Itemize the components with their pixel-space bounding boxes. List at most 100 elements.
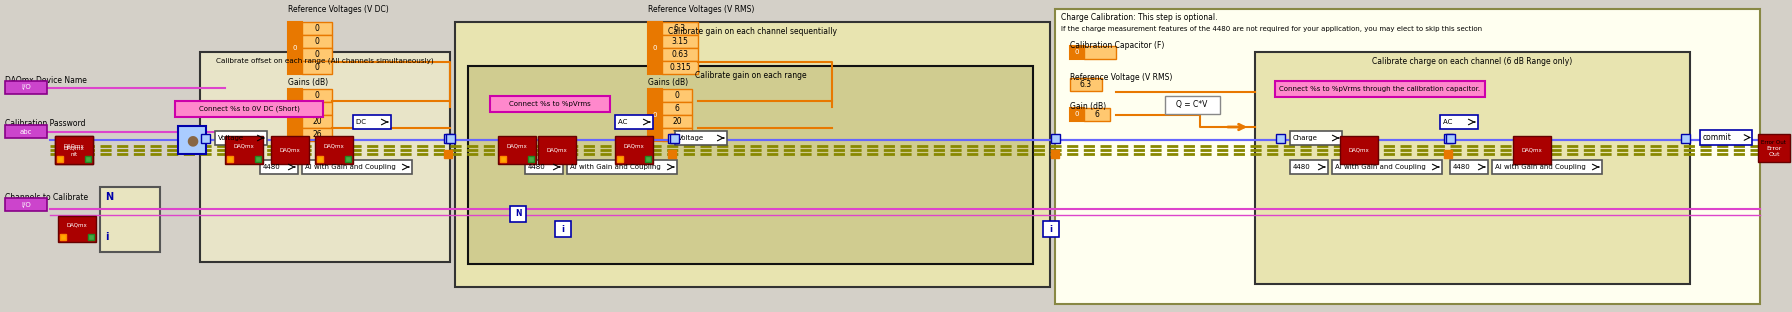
Bar: [1450, 160, 1487, 174]
Bar: [57, 216, 97, 242]
Bar: [5, 81, 47, 94]
Bar: [1290, 160, 1328, 174]
Text: 4480: 4480: [263, 164, 281, 170]
Bar: [498, 136, 536, 164]
Bar: [228, 156, 233, 162]
Text: Calibrate gain on each channel sequentially: Calibrate gain on each channel sequentia…: [668, 27, 837, 36]
Text: 0: 0: [674, 91, 679, 100]
Text: DC: DC: [357, 119, 371, 125]
Text: 0: 0: [292, 45, 297, 51]
Bar: [446, 134, 455, 143]
Bar: [556, 221, 572, 237]
Bar: [215, 131, 267, 145]
Bar: [566, 160, 677, 174]
Bar: [1084, 46, 1116, 59]
Bar: [201, 134, 210, 143]
Text: Q = C*V: Q = C*V: [1176, 100, 1208, 110]
Text: Charge Calibration: This step is optional.: Charge Calibration: This step is optiona…: [1061, 12, 1217, 22]
Bar: [317, 156, 323, 162]
Text: DAQmx: DAQmx: [507, 143, 527, 148]
Text: abc: abc: [20, 129, 32, 134]
Bar: [57, 156, 63, 162]
Text: Charge: Charge: [1294, 135, 1317, 141]
Bar: [226, 136, 263, 164]
Text: 0: 0: [292, 112, 297, 118]
Text: AI with Gain and Coupling: AI with Gain and Coupling: [1335, 164, 1426, 170]
Bar: [444, 150, 452, 158]
Bar: [59, 234, 66, 240]
Text: nit: nit: [70, 153, 77, 158]
Bar: [1276, 134, 1285, 143]
Text: ●: ●: [186, 133, 199, 147]
Text: DAQmx: DAQmx: [65, 145, 84, 150]
Bar: [661, 22, 699, 35]
Bar: [100, 187, 159, 252]
Text: N: N: [514, 209, 521, 218]
Bar: [1165, 96, 1220, 114]
Text: Calibrate gain on each range: Calibrate gain on each range: [695, 71, 806, 80]
Bar: [1055, 9, 1760, 304]
Text: I/O: I/O: [22, 202, 30, 207]
Bar: [289, 22, 303, 74]
Text: AI with Gain and Coupling: AI with Gain and Coupling: [305, 164, 396, 170]
Text: Calibration Capacitor (F): Calibration Capacitor (F): [1070, 41, 1165, 50]
Bar: [668, 134, 677, 143]
Bar: [201, 52, 450, 262]
Text: 6.3: 6.3: [674, 24, 686, 33]
Text: 20: 20: [672, 117, 681, 126]
Bar: [5, 125, 47, 138]
Text: If the charge measurement features of the 4480 are not required for your applica: If the charge measurement features of th…: [1061, 26, 1482, 32]
Bar: [84, 156, 91, 162]
Text: 0: 0: [315, 50, 319, 59]
Text: DAQmx: DAQmx: [1349, 148, 1369, 153]
Text: Gains (dB): Gains (dB): [649, 79, 688, 87]
Text: DAQmx: DAQmx: [547, 148, 568, 153]
Text: 0.63: 0.63: [672, 50, 688, 59]
Bar: [1701, 130, 1753, 145]
Text: 6: 6: [1095, 110, 1100, 119]
Bar: [538, 136, 575, 164]
Bar: [1493, 160, 1602, 174]
Bar: [346, 156, 351, 162]
Bar: [661, 89, 692, 102]
Bar: [1050, 150, 1059, 158]
Bar: [1512, 136, 1552, 164]
Text: i: i: [1050, 225, 1052, 233]
Bar: [649, 22, 661, 74]
Text: Error: Error: [1767, 145, 1781, 150]
Text: N: N: [106, 192, 113, 202]
Text: DAQmx: DAQmx: [1521, 148, 1543, 153]
Bar: [1681, 134, 1690, 143]
Text: I/O: I/O: [22, 85, 30, 90]
Text: Out: Out: [1769, 152, 1779, 157]
Bar: [661, 48, 699, 61]
Text: DAQmx: DAQmx: [233, 143, 254, 148]
Text: AI with Gain and Coupling: AI with Gain and Coupling: [1495, 164, 1586, 170]
Bar: [616, 156, 624, 162]
Text: 20: 20: [312, 117, 323, 126]
Text: DAQmx: DAQmx: [624, 143, 645, 148]
Bar: [303, 102, 332, 115]
Bar: [661, 102, 692, 115]
Bar: [56, 136, 93, 164]
Bar: [303, 128, 332, 141]
Bar: [615, 115, 652, 129]
Text: 0: 0: [315, 37, 319, 46]
Text: 4480: 4480: [1453, 164, 1471, 170]
Bar: [315, 136, 353, 164]
Bar: [500, 156, 505, 162]
Text: 4480: 4480: [1294, 164, 1310, 170]
Text: commit: commit: [1702, 133, 1731, 142]
Bar: [444, 134, 453, 143]
Text: Gain (dB): Gain (dB): [1070, 103, 1106, 111]
Text: Calibration Password: Calibration Password: [5, 119, 86, 129]
Bar: [1444, 150, 1452, 158]
Bar: [661, 128, 692, 141]
Bar: [1446, 134, 1455, 143]
Text: DAQmx Device Name: DAQmx Device Name: [5, 76, 86, 85]
Bar: [455, 22, 1050, 287]
Text: i: i: [561, 225, 564, 233]
Text: 0.315: 0.315: [668, 63, 692, 72]
Bar: [661, 35, 699, 48]
Text: Voltage: Voltage: [677, 135, 704, 141]
